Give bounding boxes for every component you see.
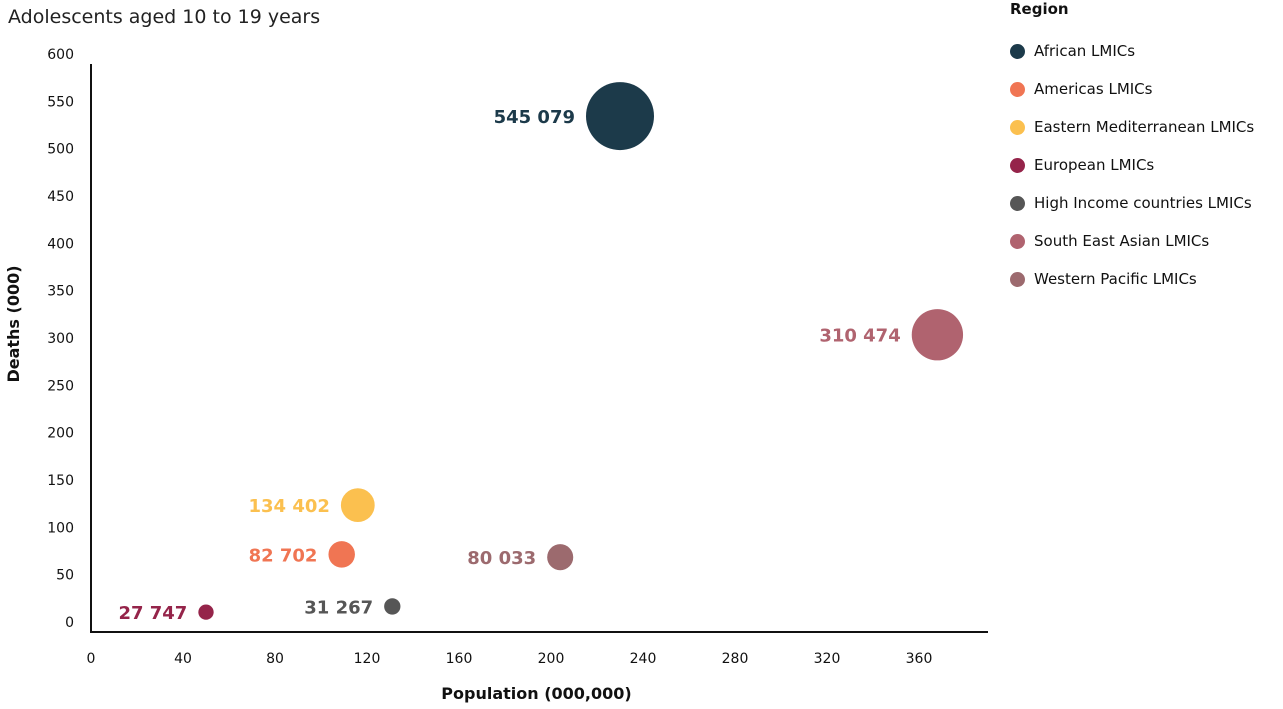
bubble — [911, 309, 964, 361]
x-tick-label: 80 — [266, 651, 284, 667]
data-label: 80 033 — [467, 548, 536, 569]
x-tick-label: 360 — [906, 651, 933, 667]
y-tick-label: 350 — [47, 284, 74, 300]
y-axis-title: Deaths (000) — [4, 265, 23, 382]
legend-item: South East Asian LMICs — [1010, 222, 1254, 260]
legend-swatch — [1010, 81, 1025, 97]
bubbles — [198, 82, 964, 620]
legend-items: African LMICs Americas LMICs Eastern Medit… — [1010, 32, 1254, 298]
legend-title: Region — [1010, 0, 1069, 18]
x-tick-label: 0 — [87, 651, 96, 667]
legend-swatch — [1010, 195, 1025, 211]
legend-item: European LMICs — [1010, 146, 1254, 184]
bubble — [198, 604, 214, 620]
legend-label: Western Pacific LMICs — [1034, 270, 1197, 288]
legend-label: Eastern Mediterranean LMICs — [1034, 118, 1255, 136]
bubble — [547, 544, 574, 571]
y-tick-label: 550 — [47, 94, 74, 110]
bubble — [586, 82, 654, 151]
y-tick-label: 250 — [47, 378, 74, 394]
bubble — [328, 541, 355, 568]
legend-swatch — [1010, 233, 1025, 249]
y-tick-label: 50 — [56, 568, 74, 584]
x-tick-label: 120 — [354, 651, 381, 667]
data-label: 82 702 — [249, 545, 318, 566]
bubble — [384, 598, 401, 615]
bubble-chart: 0 50 100 150 200 250 300 350 400 450 500 550 600 0 40… — [4, 47, 988, 703]
legend-label: Americas LMICs — [1034, 80, 1153, 98]
y-tick-label: 450 — [47, 189, 74, 205]
x-tick-label: 280 — [722, 651, 749, 667]
x-tick-label: 40 — [174, 651, 192, 667]
chart-subtitle: Adolescents aged 10 to 19 years — [8, 6, 321, 28]
y-tick-label: 500 — [47, 142, 74, 158]
y-tick-label: 200 — [47, 426, 74, 442]
legend-item: High Income countries LMICs — [1010, 184, 1254, 222]
data-label: 31 267 — [304, 597, 373, 618]
y-tick-label: 400 — [47, 236, 74, 252]
legend-label: European LMICs — [1034, 156, 1155, 174]
y-tick-label: 100 — [47, 520, 74, 536]
y-tick-label: 150 — [47, 473, 74, 489]
x-tick-label: 320 — [814, 651, 841, 667]
data-label: 134 402 — [248, 496, 329, 517]
x-tick-label: 200 — [538, 651, 565, 667]
legend-swatch — [1010, 157, 1025, 173]
legend-swatch — [1010, 271, 1025, 287]
legend-item: African LMICs — [1010, 32, 1254, 70]
y-tick-label: 300 — [47, 331, 74, 347]
legend-swatch — [1010, 43, 1025, 59]
data-label: 310 474 — [819, 326, 900, 347]
data-label: 27 747 — [118, 603, 187, 624]
x-axis-title: Population (000,000) — [441, 684, 631, 703]
legend-label: African LMICs — [1034, 42, 1136, 60]
legend-swatch — [1010, 119, 1025, 135]
bubble — [340, 488, 375, 523]
legend-label: South East Asian LMICs — [1034, 232, 1210, 250]
x-axis-ticks: 0 40 80 120 160 200 240 280 320 360 — [87, 651, 933, 667]
legend-item: Eastern Mediterranean LMICs — [1010, 108, 1254, 146]
y-axis-ticks: 0 50 100 150 200 250 300 350 400 450 500 550 600 — [47, 47, 74, 631]
legend-label: High Income countries LMICs — [1034, 194, 1252, 212]
x-tick-label: 160 — [446, 651, 473, 667]
legend: Region African LMICs Americas LMICs Easter… — [1010, 0, 1254, 298]
data-labels: 545 079 82 702 134 402 27 747 31 267 310 474 8… — [118, 107, 900, 624]
y-tick-label: 0 — [65, 615, 74, 631]
y-tick-label: 600 — [47, 47, 74, 63]
x-tick-label: 240 — [630, 651, 657, 667]
legend-item: Americas LMICs — [1010, 70, 1254, 108]
legend-item: Western Pacific LMICs — [1010, 260, 1254, 298]
data-label: 545 079 — [494, 107, 575, 128]
